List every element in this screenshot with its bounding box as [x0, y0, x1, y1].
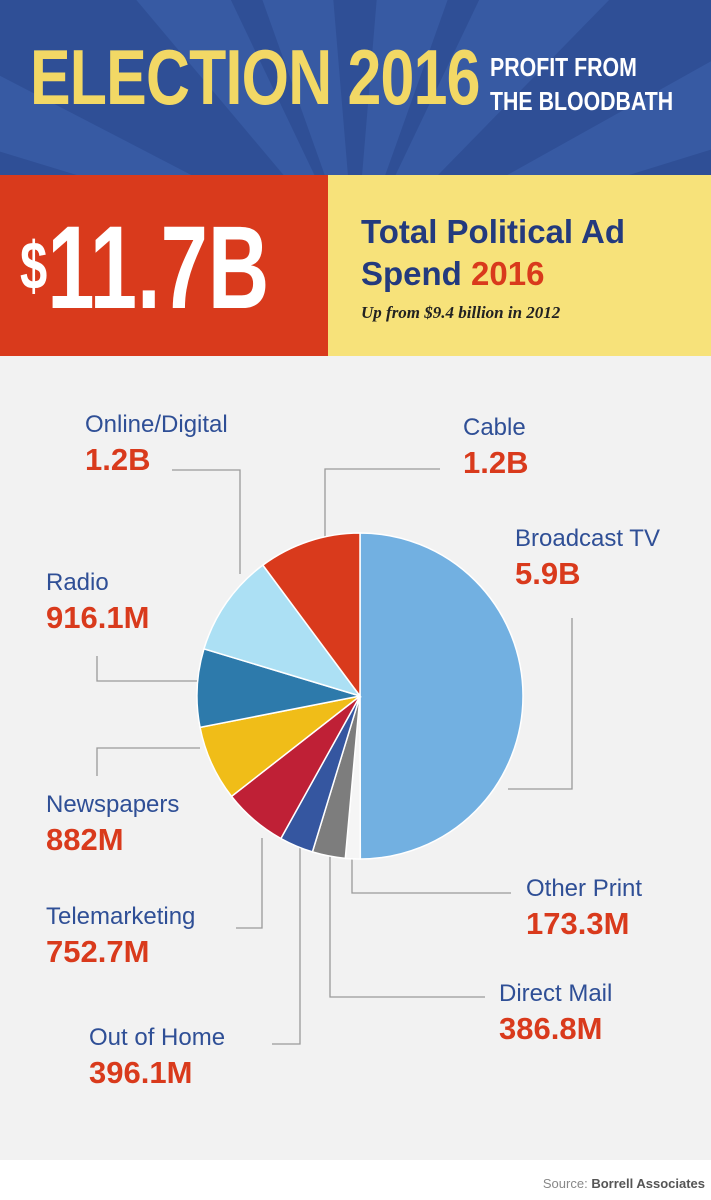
callout-out-of-home: Out of Home 396.1M	[89, 1023, 225, 1093]
total-label-main: Total Political Ad Spend	[361, 213, 626, 292]
sunburst-background	[0, 0, 711, 175]
pie-slice-broadcast-tv	[359, 532, 524, 860]
value-label: 882M	[46, 822, 124, 857]
pie-chart-area: Online/Digital 1.2B Cable 1.2B Broadcast…	[0, 356, 711, 1160]
total-amount: $11.7B	[20, 209, 269, 327]
leader-line	[272, 846, 301, 1045]
category-label: Out of Home	[89, 1024, 226, 1051]
leader-line	[508, 618, 573, 790]
category-label: Broadcast TV	[515, 525, 660, 552]
pie-chart	[96, 468, 573, 1045]
leader-lines	[96, 468, 573, 1045]
total-label-box: Total Political Ad Spend 2016 Up from $9…	[328, 175, 711, 356]
category-label: Online/Digital	[85, 411, 228, 438]
total-label: Total Political Ad Spend 2016	[361, 211, 701, 295]
value-label: 1.2B	[463, 445, 529, 480]
value-label: 396.1M	[89, 1055, 193, 1090]
leader-line	[96, 656, 198, 682]
value-label: 1.2B	[85, 442, 151, 477]
source-name: Borrell Associates	[591, 1176, 705, 1191]
callout-telemarketing: Telemarketing 752.7M	[46, 902, 195, 972]
value-label: 173.3M	[526, 906, 630, 941]
total-note: Up from $9.4 billion in 2012	[361, 303, 561, 322]
header-banner: ELECTION 2016 PROFIT FROM THE BLOODBATH	[0, 0, 711, 175]
callout-broadcast-tv: Broadcast TV 5.9B	[515, 524, 660, 594]
value-label: 752.7M	[46, 934, 150, 969]
value-label: 386.8M	[499, 1011, 603, 1046]
subheadline: PROFIT FROM THE BLOODBATH	[490, 50, 673, 118]
category-label: Direct Mail	[499, 980, 613, 1007]
leader-line	[351, 854, 511, 894]
value-label: 5.9B	[515, 556, 581, 591]
category-label: Radio	[46, 569, 109, 596]
headline: ELECTION 2016	[30, 33, 480, 121]
category-label: Cable	[463, 414, 526, 441]
value-label: 916.1M	[46, 600, 150, 635]
source-credit: Source: Borrell Associates	[543, 1176, 705, 1191]
category-label: Newspapers	[46, 791, 180, 818]
callout-direct-mail: Direct Mail 386.8M	[499, 979, 612, 1049]
total-amount-value: 11.7B	[47, 202, 270, 334]
category-label: Telemarketing	[46, 903, 196, 930]
callout-other-print: Other Print 173.3M	[526, 874, 642, 944]
dollar-sign: $	[20, 228, 48, 304]
callout-newspapers: Newspapers 882M	[46, 790, 179, 860]
leader-line	[172, 469, 241, 574]
pie-slices	[196, 532, 524, 860]
subheadline-line1: PROFIT FROM	[490, 52, 637, 82]
callout-radio: Radio 916.1M	[46, 568, 149, 638]
total-label-year: 2016	[471, 255, 545, 292]
leader-line	[236, 838, 263, 929]
pie-slice-cable	[261, 532, 361, 699]
leader-line	[329, 836, 485, 998]
callout-online-digital: Online/Digital 1.2B	[85, 410, 228, 480]
pie-slice-online-digital	[203, 564, 362, 698]
source-prefix: Source:	[542, 1176, 592, 1191]
leader-line	[324, 468, 440, 542]
leader-line	[96, 747, 200, 776]
category-label: Other Print	[526, 875, 643, 902]
subheadline-line2: THE BLOODBATH	[490, 86, 674, 116]
footer: Source: Borrell Associates	[0, 1160, 711, 1200]
total-amount-box: $11.7B	[0, 175, 328, 356]
callout-cable: Cable 1.2B	[463, 413, 528, 483]
